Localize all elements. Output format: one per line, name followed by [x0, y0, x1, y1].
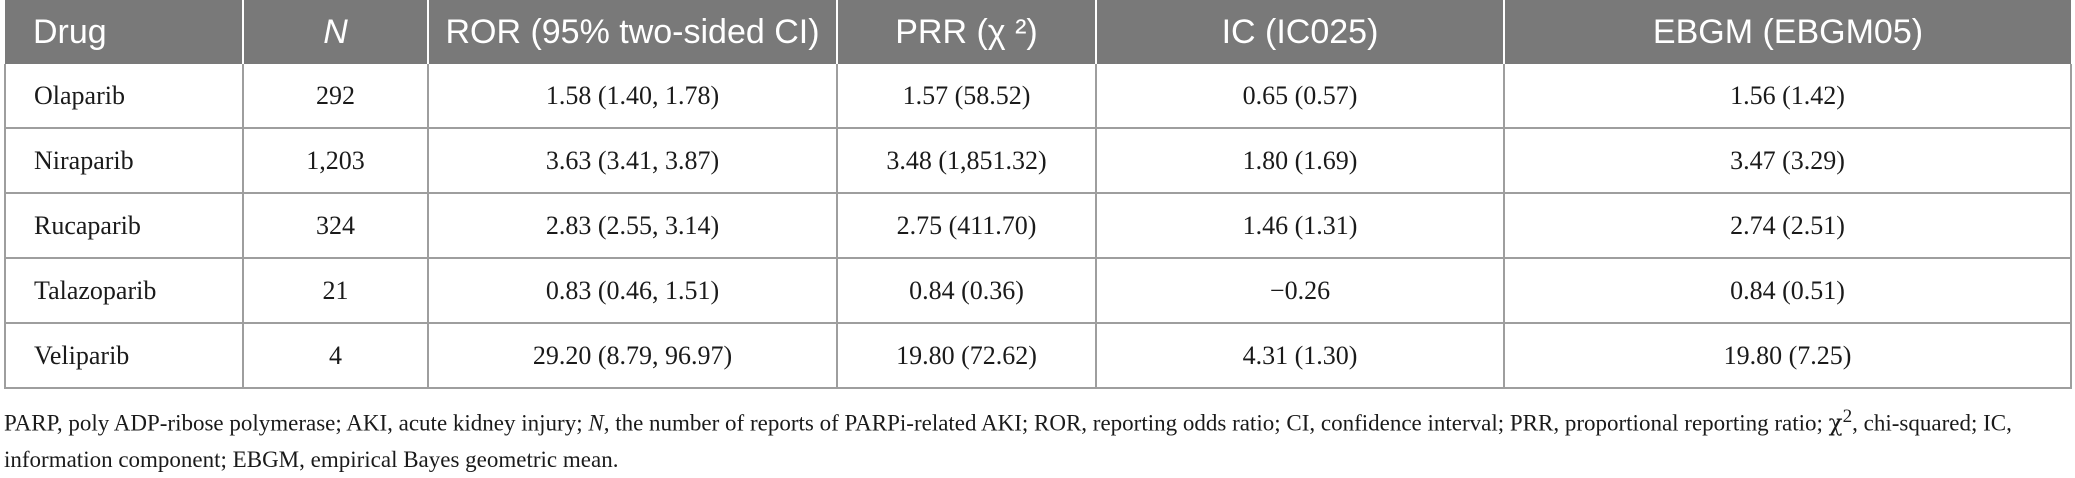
- cell-ebgm: 2.74 (2.51): [1504, 193, 2072, 259]
- cell-n: 4: [243, 323, 429, 389]
- results-table: Drug N ROR (95% two-sided CI) PRR (χ ²) …: [4, 0, 2072, 389]
- cell-ror: 29.20 (8.79, 96.97): [428, 323, 838, 389]
- cell-ic: 1.46 (1.31): [1096, 193, 1505, 259]
- table-header-row: Drug N ROR (95% two-sided CI) PRR (χ ²) …: [5, 0, 2071, 64]
- cell-ror: 2.83 (2.55, 3.14): [428, 193, 838, 259]
- header-drug: Drug: [5, 0, 244, 64]
- cell-ebgm: 0.84 (0.51): [1504, 258, 2072, 324]
- footnote-part2: , the number of reports of PARPi-related…: [603, 410, 1829, 436]
- cell-drug: Talazoparib: [4, 258, 244, 324]
- footnote-part3: , chi-squared; IC, information component…: [4, 410, 2012, 472]
- cell-ebgm: 3.47 (3.29): [1504, 128, 2072, 194]
- cell-n: 324: [243, 193, 429, 259]
- cell-ebgm: 19.80 (7.25): [1504, 323, 2072, 389]
- header-ic: IC (IC025): [1096, 0, 1505, 64]
- table-footnote: PARP, poly ADP-ribose polymerase; AKI, a…: [4, 399, 2070, 478]
- cell-n: 292: [243, 64, 429, 129]
- table-row: Veliparib 4 29.20 (8.79, 96.97) 19.80 (7…: [4, 323, 2072, 389]
- cell-prr: 19.80 (72.62): [837, 323, 1097, 389]
- cell-ic: 1.80 (1.69): [1096, 128, 1505, 194]
- table-row: Talazoparib 21 0.83 (0.46, 1.51) 0.84 (0…: [4, 258, 2072, 324]
- header-prr: PRR (χ ²): [837, 0, 1097, 64]
- cell-ebgm: 1.56 (1.42): [1504, 64, 2072, 129]
- cell-ror: 3.63 (3.41, 3.87): [428, 128, 838, 194]
- cell-ic: 0.65 (0.57): [1096, 64, 1505, 129]
- header-n: N: [243, 0, 429, 64]
- footnote-chi-symbol: χ: [1828, 410, 1843, 437]
- cell-prr: 3.48 (1,851.32): [837, 128, 1097, 194]
- footnote-superscript: 2: [1842, 406, 1853, 427]
- table-row: Niraparib 1,203 3.63 (3.41, 3.87) 3.48 (…: [4, 128, 2072, 194]
- cell-ic: 4.31 (1.30): [1096, 323, 1505, 389]
- header-ror: ROR (95% two-sided CI): [428, 0, 838, 64]
- cell-ic: −0.26: [1096, 258, 1505, 324]
- cell-n: 21: [243, 258, 429, 324]
- footnote-part1: PARP, poly ADP-ribose polymerase; AKI, a…: [4, 410, 589, 436]
- cell-drug: Veliparib: [4, 323, 244, 389]
- cell-drug: Niraparib: [4, 128, 244, 194]
- cell-prr: 2.75 (411.70): [837, 193, 1097, 259]
- cell-drug: Olaparib: [4, 64, 244, 129]
- cell-n: 1,203: [243, 128, 429, 194]
- footnote-n-italic: N: [588, 410, 604, 436]
- cell-prr: 1.57 (58.52): [837, 64, 1097, 129]
- table-row: Olaparib 292 1.58 (1.40, 1.78) 1.57 (58.…: [4, 64, 2072, 129]
- cell-ror: 0.83 (0.46, 1.51): [428, 258, 838, 324]
- header-ebgm: EBGM (EBGM05): [1652, 12, 1924, 51]
- cell-drug: Rucaparib: [4, 193, 244, 259]
- table-row: Rucaparib 324 2.83 (2.55, 3.14) 2.75 (41…: [4, 193, 2072, 259]
- cell-prr: 0.84 (0.36): [837, 258, 1097, 324]
- cell-ror: 1.58 (1.40, 1.78): [428, 64, 838, 129]
